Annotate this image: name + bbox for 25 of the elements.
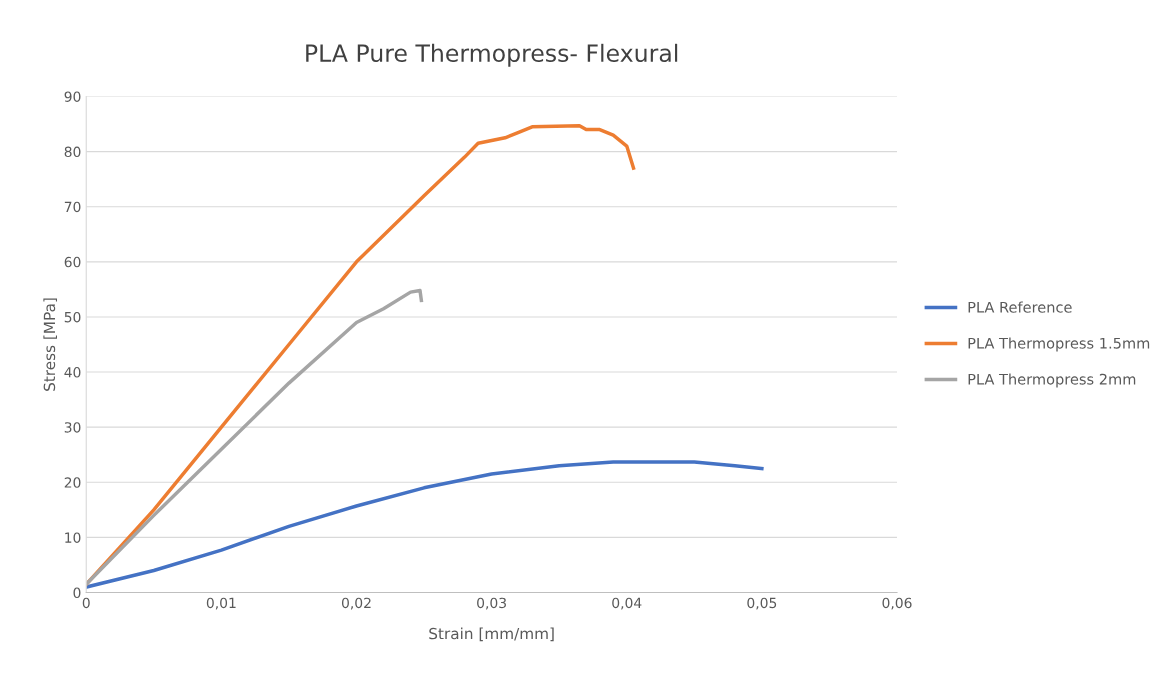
x-tick-label: 0,05	[747, 597, 777, 610]
y-tick-label: 50	[64, 311, 81, 323]
x-axis-title: Strain [mm/mm]	[429, 627, 554, 642]
y-tick-label: 70	[64, 201, 81, 213]
y-tick-label: 30	[64, 422, 81, 433]
x-tick-label: 0,02	[341, 597, 371, 610]
legend-label: PLA Thermopress 1.5mm	[968, 337, 1150, 352]
y-tick-label: 0	[73, 587, 81, 599]
y-tick-label: 80	[64, 146, 81, 158]
y-tick-label: 60	[64, 256, 81, 268]
x-tick-label: 0,04	[612, 597, 642, 610]
legend-label: PLA Thermopress 2mm	[968, 373, 1136, 388]
x-tick-label: 0,03	[477, 597, 506, 610]
y-tick-label: 10	[65, 532, 81, 543]
legend-label: PLA Reference	[968, 301, 1072, 313]
chart-title: PLA Pure Thermopress- Flexural	[306, 43, 678, 67]
line-series	[86, 460, 764, 589]
y-tick-label: 90	[64, 91, 81, 102]
y-axis-title: Stress [MPa]	[43, 298, 57, 391]
y-tick-label: 20	[64, 477, 81, 488]
line-series	[86, 288, 424, 587]
x-tick-label: 0,01	[206, 597, 236, 610]
x-tick-label: 0	[82, 597, 90, 609]
x-tick-label: 0,06	[882, 597, 912, 610]
y-tick-label: 40	[64, 367, 81, 378]
